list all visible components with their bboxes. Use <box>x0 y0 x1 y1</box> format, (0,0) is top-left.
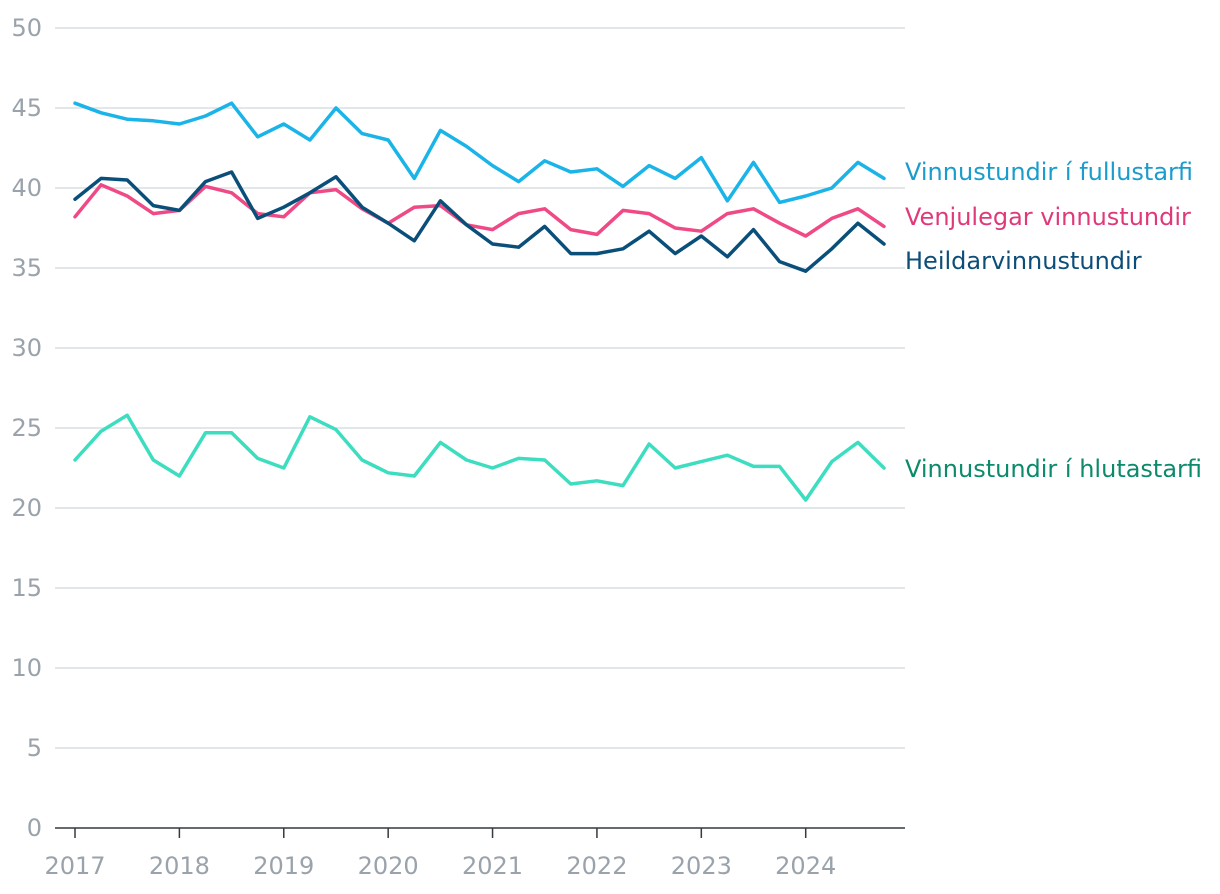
x-tick-label: 2017 <box>44 852 105 880</box>
y-tick-label: 30 <box>11 334 42 362</box>
series-line-4 <box>73 413 886 502</box>
x-tick-label: 2018 <box>149 852 210 880</box>
y-tick-label: 20 <box>11 494 42 522</box>
x-tick-label: 2024 <box>775 852 836 880</box>
series-label-2: Venjulegar vinnustundir <box>905 203 1191 231</box>
x-tick-label: 2022 <box>566 852 627 880</box>
series-label-3: Heildarvinnustundir <box>905 247 1142 275</box>
series-lines <box>73 101 886 502</box>
x-axis-ticks: 2017 2018 2019 2020 2021 2022 2023 2024 <box>44 828 836 880</box>
y-tick-label: 0 <box>27 814 42 842</box>
y-tick-label: 35 <box>11 254 42 282</box>
x-tick-label: 2020 <box>358 852 419 880</box>
series-labels: Vinnustundir í fullustarfi Venjulegar vin… <box>905 158 1202 483</box>
series-label-1: Vinnustundir í fullustarfi <box>905 158 1193 186</box>
x-tick-label: 2023 <box>671 852 732 880</box>
y-tick-label: 10 <box>11 654 42 682</box>
y-axis-ticks: 0 5 10 15 20 25 30 35 40 45 50 <box>11 14 42 842</box>
y-tick-label: 25 <box>11 414 42 442</box>
x-tick-label: 2019 <box>253 852 314 880</box>
series-line-3 <box>73 170 886 273</box>
y-tick-label: 45 <box>11 94 42 122</box>
y-tick-label: 50 <box>11 14 42 42</box>
series-line-2 <box>73 183 886 238</box>
x-tick-label: 2021 <box>462 852 523 880</box>
series-line-1 <box>73 101 886 205</box>
y-tick-label: 15 <box>11 574 42 602</box>
gridlines <box>55 27 905 749</box>
y-tick-label: 40 <box>11 174 42 202</box>
series-label-4: Vinnustundir í hlutastarfi <box>905 455 1202 483</box>
y-tick-label: 5 <box>27 734 42 762</box>
